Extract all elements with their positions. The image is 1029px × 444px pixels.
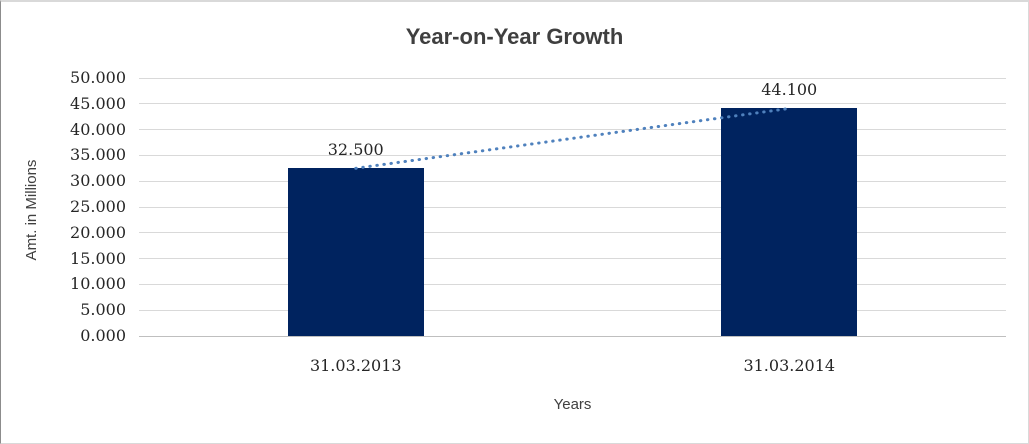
bar-31.03.2014[interactable] xyxy=(721,108,858,336)
gridline xyxy=(139,154,1006,156)
y-tick-label: 20.000 xyxy=(70,222,126,242)
gridline xyxy=(139,309,1006,311)
y-tick-label: 5.000 xyxy=(80,300,126,320)
y-tick-label: 10.000 xyxy=(70,274,126,294)
bar-31.03.2013[interactable] xyxy=(287,168,424,336)
y-tick-label: 35.000 xyxy=(70,145,126,165)
gridline xyxy=(139,180,1006,182)
chart-title: Year-on-Year Growth xyxy=(405,24,624,49)
x-axis-title: Years xyxy=(553,396,592,413)
y-tick-label: 40.000 xyxy=(70,119,126,139)
gridline xyxy=(139,206,1006,208)
bar-value-label: 32.500 xyxy=(327,140,384,160)
x-tick-label: 31.03.2014 xyxy=(743,356,836,375)
y-tick-label: 15.000 xyxy=(70,248,126,268)
y-tick-label: 45.000 xyxy=(70,93,126,113)
gridline xyxy=(139,77,1006,79)
gridline xyxy=(139,129,1006,131)
plot-area: 50.000 45.000 40.000 35.000 30.000 25.000 20.0… xyxy=(70,70,1006,375)
gridline xyxy=(139,258,1006,260)
bar-value-label: 44.100 xyxy=(761,80,818,100)
y-tick-label: 25.000 xyxy=(70,197,126,216)
gridline xyxy=(139,103,1006,105)
gridline xyxy=(139,283,1006,285)
y-tick-label: 50.000 xyxy=(70,68,126,87)
x-tick-label: 31.03.2013 xyxy=(309,356,402,375)
gridline xyxy=(139,232,1006,234)
x-axis-line xyxy=(139,335,1006,337)
y-tick-label: 0.000 xyxy=(80,326,126,345)
y-tick-label: 30.000 xyxy=(70,171,126,191)
